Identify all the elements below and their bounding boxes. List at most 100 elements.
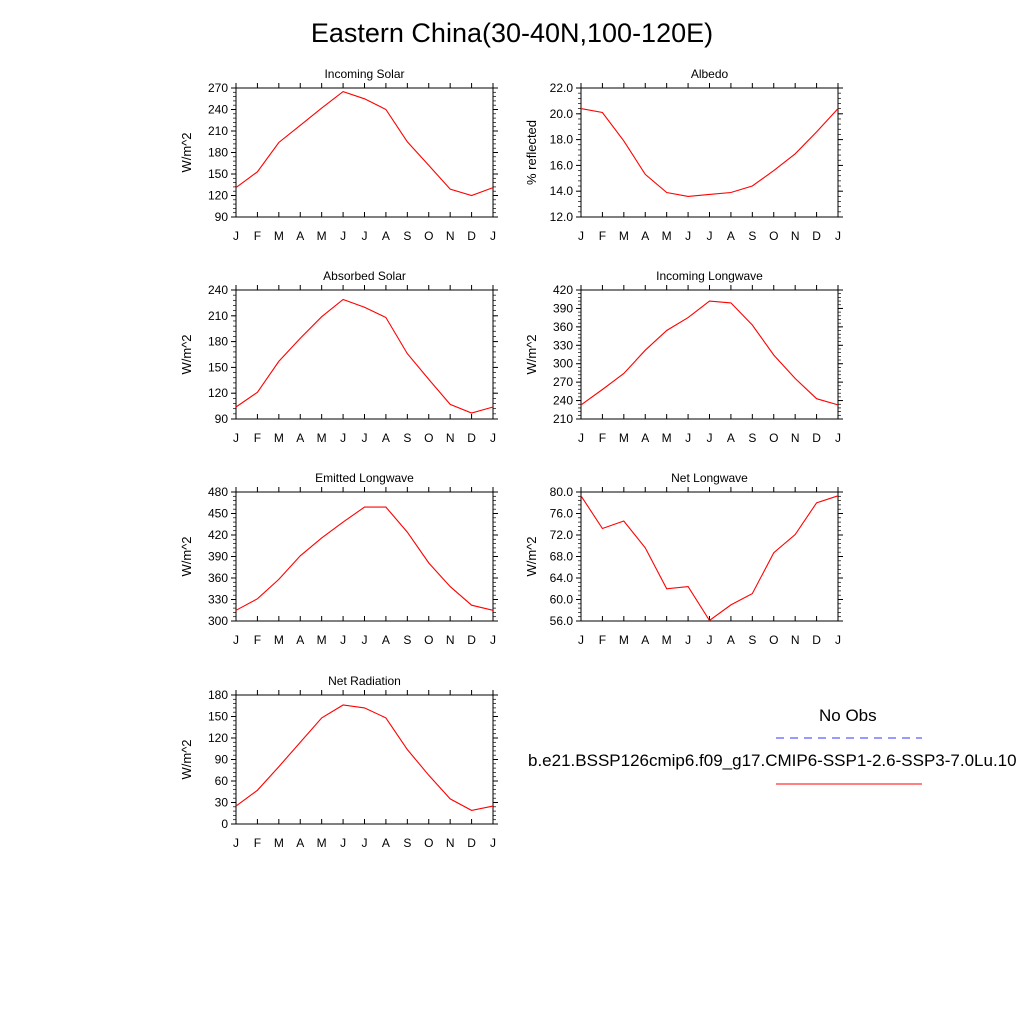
y-axis-label: W/m^2 [524, 536, 539, 576]
x-tick-label: D [467, 431, 476, 445]
x-tick-label: M [662, 229, 672, 243]
y-tick-label: 22.0 [550, 81, 574, 95]
x-tick-label: S [403, 836, 411, 850]
x-tick-label: M [662, 431, 672, 445]
x-tick-label: A [641, 633, 649, 647]
series-line [235, 298, 494, 414]
x-tick-label: F [254, 633, 261, 647]
series-line [580, 108, 839, 197]
x-tick-label: J [233, 633, 239, 647]
y-axis-label: W/m^2 [179, 132, 194, 172]
x-tick-label: J [340, 229, 346, 243]
x-tick-label: D [812, 431, 821, 445]
x-tick-label: M [619, 229, 629, 243]
y-axis-label: W/m^2 [179, 739, 194, 779]
plot-frame [580, 491, 839, 622]
x-tick-label: S [748, 229, 756, 243]
x-tick-label: M [619, 633, 629, 647]
x-tick-label: A [727, 229, 735, 243]
y-axis-label: W/m^2 [524, 334, 539, 374]
x-tick-label: J [835, 431, 841, 445]
x-tick-label: O [424, 431, 433, 445]
y-tick-label: 240 [208, 103, 228, 117]
x-tick-label: J [340, 836, 346, 850]
x-tick-label: J [685, 229, 691, 243]
y-tick-label: 300 [208, 614, 228, 628]
x-tick-label: J [707, 229, 713, 243]
y-tick-label: 64.0 [550, 571, 574, 585]
x-tick-label: O [769, 633, 778, 647]
x-tick-label: J [340, 431, 346, 445]
y-tick-label: 180 [208, 688, 228, 702]
x-tick-label: A [641, 431, 649, 445]
y-axis-label: % reflected [524, 120, 539, 185]
x-tick-label: M [317, 431, 327, 445]
legend-obs-label: No Obs [819, 706, 877, 725]
y-axis-label: W/m^2 [179, 334, 194, 374]
legend-model-label: b.e21.BSSP126cmip6.f09_g17.CMIP6-SSP1-2.… [528, 751, 1017, 770]
x-tick-label: N [446, 633, 455, 647]
y-tick-label: 360 [208, 571, 228, 585]
x-tick-label: J [707, 633, 713, 647]
x-tick-label: F [599, 633, 606, 647]
plot-frame [580, 87, 839, 218]
y-tick-label: 56.0 [550, 614, 574, 628]
y-tick-label: 330 [553, 338, 573, 352]
y-tick-label: 390 [553, 301, 573, 315]
x-tick-label: J [835, 633, 841, 647]
y-tick-label: 480 [208, 485, 228, 499]
x-tick-label: M [274, 836, 284, 850]
y-tick-label: 60.0 [550, 593, 574, 607]
x-tick-label: F [254, 229, 261, 243]
x-tick-label: J [233, 836, 239, 850]
x-tick-label: M [317, 633, 327, 647]
y-axis-label: W/m^2 [179, 536, 194, 576]
series-line [580, 495, 839, 622]
x-tick-label: S [403, 229, 411, 243]
y-tick-label: 210 [208, 309, 228, 323]
x-tick-label: J [578, 431, 584, 445]
x-tick-label: J [490, 836, 496, 850]
x-tick-label: N [446, 229, 455, 243]
panel-title: Absorbed Solar [323, 269, 406, 283]
y-tick-label: 16.0 [550, 158, 574, 172]
panel-title: Albedo [691, 67, 729, 81]
y-tick-label: 120 [208, 731, 228, 745]
x-tick-label: N [446, 836, 455, 850]
x-tick-label: A [296, 229, 304, 243]
y-tick-label: 72.0 [550, 528, 574, 542]
x-tick-label: D [812, 229, 821, 243]
x-tick-label: J [490, 229, 496, 243]
x-tick-label: A [296, 836, 304, 850]
x-tick-label: M [317, 836, 327, 850]
x-tick-label: F [254, 431, 261, 445]
y-tick-label: 330 [208, 593, 228, 607]
x-tick-label: J [685, 633, 691, 647]
y-tick-label: 180 [208, 146, 228, 160]
x-tick-label: J [340, 633, 346, 647]
y-tick-label: 20.0 [550, 107, 574, 121]
y-tick-label: 60 [215, 774, 229, 788]
x-tick-label: M [317, 229, 327, 243]
y-tick-label: 150 [208, 167, 228, 181]
x-tick-label: S [748, 431, 756, 445]
x-tick-label: O [424, 229, 433, 243]
y-tick-label: 210 [553, 412, 573, 426]
y-tick-label: 420 [208, 528, 228, 542]
x-tick-label: D [467, 229, 476, 243]
figure-title: Eastern China(30-40N,100-120E) [310, 18, 714, 48]
y-tick-label: 150 [208, 360, 228, 374]
panel-title: Incoming Longwave [656, 269, 763, 283]
x-tick-label: D [812, 633, 821, 647]
x-tick-label: N [791, 431, 800, 445]
x-tick-label: M [274, 431, 284, 445]
series-line [235, 506, 494, 611]
y-tick-label: 80.0 [550, 485, 574, 499]
plot-frame [235, 694, 494, 825]
y-tick-label: 240 [208, 283, 228, 297]
x-tick-label: J [362, 633, 368, 647]
